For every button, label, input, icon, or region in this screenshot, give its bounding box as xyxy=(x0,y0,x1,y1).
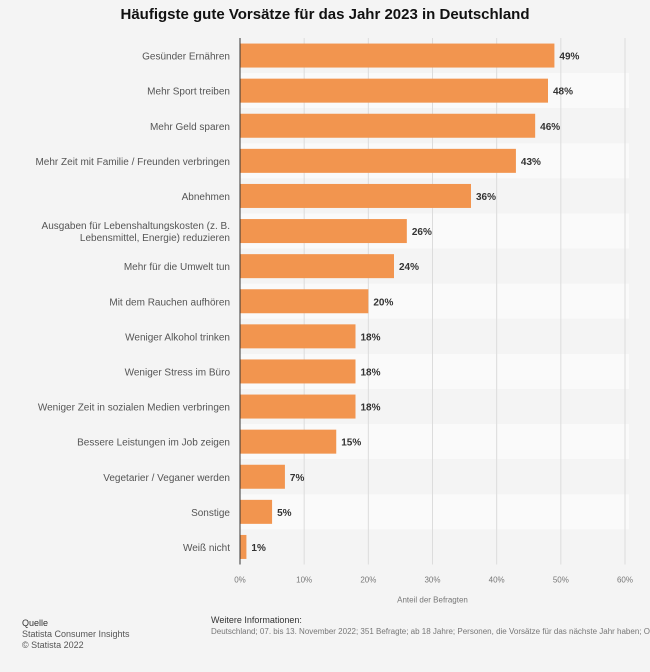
bar[interactable] xyxy=(240,219,407,244)
value-label: 24% xyxy=(399,262,419,273)
source-name[interactable]: Statista Consumer Insights xyxy=(22,629,130,639)
value-label: 36% xyxy=(476,192,496,203)
bar[interactable] xyxy=(240,359,356,384)
x-tick-label: 40% xyxy=(489,576,505,585)
bar[interactable] xyxy=(240,499,273,524)
value-label: 18% xyxy=(361,403,381,414)
row-band xyxy=(240,529,629,565)
source-block: Quelle Statista Consumer Insights © Stat… xyxy=(22,618,130,651)
category-label: Vegetarier / Veganer werden xyxy=(103,473,230,484)
category-label: Gesünder Ernähren xyxy=(142,52,230,63)
x-tick-label: 20% xyxy=(360,576,376,585)
category-label: Mit dem Rauchen aufhören xyxy=(109,297,230,308)
value-label: 18% xyxy=(361,367,381,378)
category-label: Mehr Geld sparen xyxy=(150,122,230,133)
row-band xyxy=(240,494,629,530)
row-band xyxy=(240,459,629,495)
bar[interactable] xyxy=(240,289,369,314)
value-label: 15% xyxy=(341,438,361,449)
category-label: Weniger Alkohol trinken xyxy=(125,332,230,343)
category-label: Weniger Zeit in sozialen Medien verbring… xyxy=(38,403,230,414)
bar[interactable] xyxy=(240,113,536,138)
x-tick-label: 0% xyxy=(234,576,246,585)
chart-title: Häufigste gute Vorsätze für das Jahr 202… xyxy=(120,6,530,23)
category-label: Weniger Stress im Büro xyxy=(125,367,231,378)
copyright: © Statista 2022 xyxy=(22,640,84,650)
bar[interactable] xyxy=(240,534,247,559)
bar[interactable] xyxy=(240,148,516,173)
value-label: 46% xyxy=(540,122,560,133)
x-tick-label: 30% xyxy=(424,576,440,585)
value-label: 7% xyxy=(290,473,305,484)
category-label: Mehr Zeit mit Familie / Freunden verbrin… xyxy=(35,157,230,168)
bar[interactable] xyxy=(240,254,394,279)
value-label: 5% xyxy=(277,508,292,519)
source-heading: Quelle xyxy=(22,618,49,628)
category-label: Lebensmittel, Energie) reduzieren xyxy=(80,233,230,244)
info-heading[interactable]: Weitere Informationen: xyxy=(211,615,302,625)
value-label: 1% xyxy=(251,543,266,554)
category-label: Sonstige xyxy=(191,508,230,519)
x-tick-label: 60% xyxy=(617,576,633,585)
bar-chart: 49% Gesünder Ernähren 48% Mehr Sport treibe… xyxy=(35,38,633,605)
category-label: Ausgaben für Lebenshaltungskosten (z. B. xyxy=(42,221,230,232)
value-label: 48% xyxy=(553,87,573,98)
value-label: 43% xyxy=(521,157,541,168)
category-label: Bessere Leistungen im Job zeigen xyxy=(77,438,230,449)
bar[interactable] xyxy=(240,464,285,489)
x-tick-label: 10% xyxy=(296,576,312,585)
bar[interactable] xyxy=(240,78,548,103)
info-text: Deutschland; 07. bis 13. November 2022; … xyxy=(211,627,650,636)
category-label: Weiß nicht xyxy=(183,543,230,554)
value-label: 18% xyxy=(361,332,381,343)
bar[interactable] xyxy=(240,43,555,68)
value-label: 20% xyxy=(373,297,393,308)
value-label: 26% xyxy=(412,227,432,238)
value-label: 49% xyxy=(559,52,579,63)
bar[interactable] xyxy=(240,324,356,349)
category-label: Mehr für die Umwelt tun xyxy=(124,262,230,273)
bar[interactable] xyxy=(240,183,471,208)
x-tick-label: 50% xyxy=(553,576,569,585)
category-label: Mehr Sport treiben xyxy=(147,87,230,98)
bar[interactable] xyxy=(240,429,337,454)
x-axis-label: Anteil der Befragten xyxy=(397,596,468,605)
info-block: Weitere Informationen: Deutschland; 07. … xyxy=(211,615,650,637)
bar[interactable] xyxy=(240,394,356,419)
category-label: Abnehmen xyxy=(182,192,230,203)
